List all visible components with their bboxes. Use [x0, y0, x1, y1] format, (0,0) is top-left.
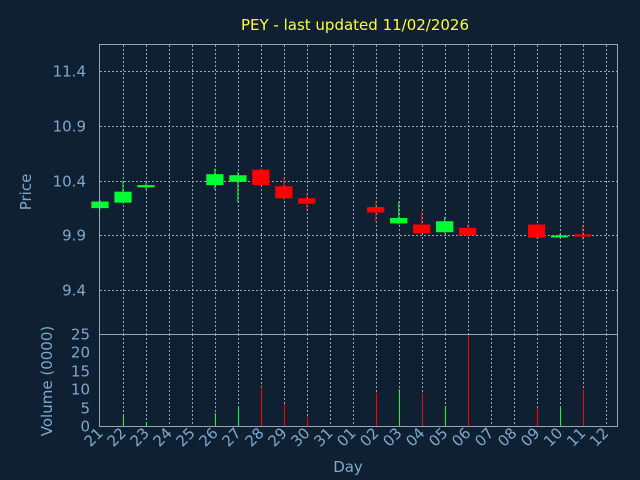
- volume-bar: [146, 422, 147, 426]
- candle: [229, 171, 247, 203]
- candle: [573, 225, 592, 240]
- candle-body: [252, 169, 270, 186]
- candle: [550, 234, 569, 238]
- candle: [206, 168, 224, 190]
- candle-body: [275, 186, 293, 199]
- volume-bar: [238, 407, 239, 426]
- volume-axis-label: Volume (0000): [38, 326, 56, 436]
- volume-tick-label: 20: [71, 344, 90, 362]
- price-axis-ticks: 11.4 10.9 10.4 9.9 9.4: [53, 63, 86, 300]
- day-axis-ticks: 2122232425262728293031010203040506070809…: [81, 424, 613, 450]
- price-tick-label: 10.4: [53, 173, 86, 191]
- volume-tick-label: 10: [71, 381, 90, 399]
- price-tick-label: 11.4: [53, 63, 86, 81]
- candle-body: [114, 191, 132, 203]
- candle: [436, 216, 454, 234]
- price-axis-label: Price: [17, 174, 35, 211]
- volume-bar: [284, 403, 285, 426]
- candle: [275, 177, 293, 200]
- candle-body: [229, 175, 247, 182]
- volume-bar: [307, 416, 308, 426]
- price-tick-label: 9.4: [62, 282, 86, 300]
- candle: [367, 200, 385, 223]
- candle: [298, 193, 316, 211]
- volume-bar: [123, 414, 124, 426]
- volume-bar: [422, 392, 423, 426]
- volume-bars: [123, 334, 584, 426]
- volume-bar: [445, 405, 446, 426]
- candle-body: [206, 174, 224, 186]
- volume-tick-label: 15: [71, 363, 90, 381]
- volume-bar: [261, 387, 262, 426]
- candle-body: [550, 235, 569, 238]
- volume-bar: [560, 407, 561, 426]
- candle: [390, 201, 408, 225]
- volume-bar: [583, 389, 584, 426]
- chart-title: PEY - last updated 11/02/2026: [241, 16, 469, 34]
- candle-body: [367, 207, 385, 213]
- volume-bar: [468, 334, 469, 426]
- day-axis-label: Day: [333, 458, 363, 476]
- price-tick-label: 9.9: [62, 227, 86, 245]
- day-tick-label: 12: [586, 424, 612, 450]
- candle: [252, 168, 270, 187]
- volume-bar: [376, 392, 377, 426]
- candlestick-series: [91, 168, 592, 240]
- candle-body: [527, 224, 546, 238]
- volume-tick-label: 0: [80, 418, 90, 436]
- volume-grid: [123, 334, 607, 426]
- candle: [137, 182, 155, 190]
- volume-tick-label: 25: [71, 326, 90, 344]
- candle-body: [137, 185, 155, 188]
- volume-tick-label: 5: [80, 400, 90, 418]
- candle-body: [390, 217, 408, 224]
- candle-body: [459, 227, 477, 236]
- volume-bar: [399, 389, 400, 426]
- price-tick-label: 10.9: [53, 118, 86, 136]
- volume-bar: [215, 413, 216, 426]
- price-grid: [100, 45, 617, 334]
- candle: [527, 223, 546, 239]
- candle: [459, 224, 477, 237]
- candle: [114, 180, 132, 204]
- candle-body: [573, 234, 592, 237]
- candle-body: [436, 221, 454, 233]
- candle: [413, 211, 431, 235]
- candle-body: [413, 224, 431, 234]
- volume-bar: [537, 407, 538, 426]
- candle-body: [298, 198, 316, 204]
- volume-panel-frame: [99, 334, 618, 427]
